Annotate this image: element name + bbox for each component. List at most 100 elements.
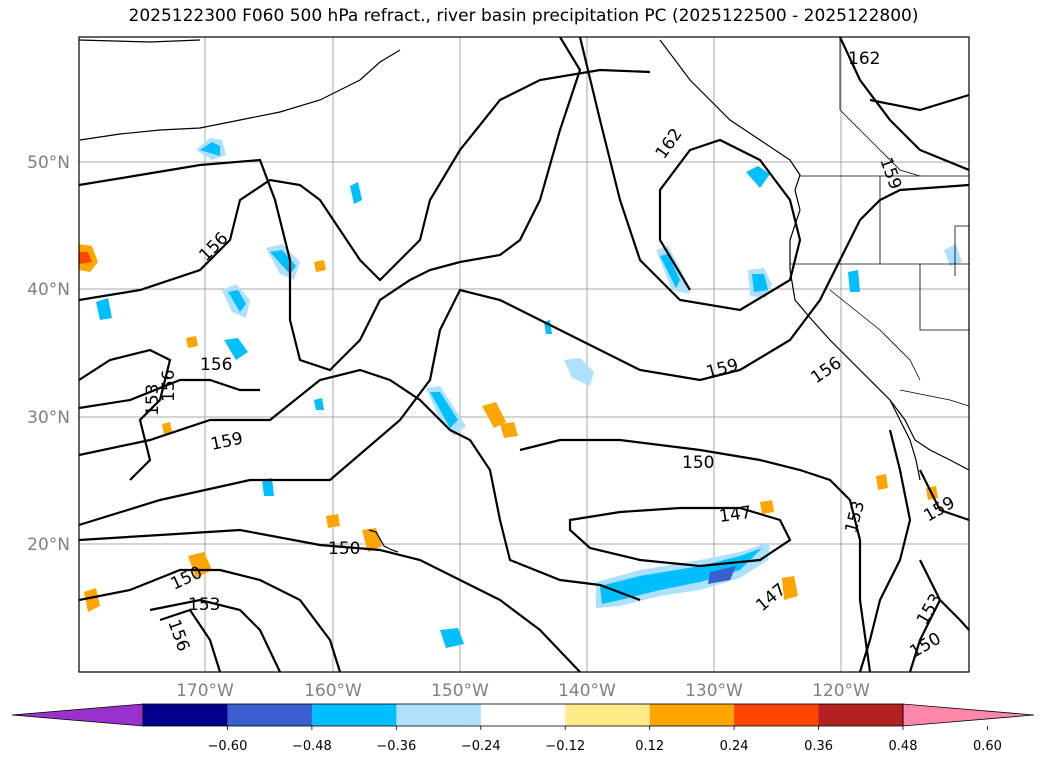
- colorbar-tick-label: −0.36: [376, 739, 416, 754]
- border-state: [954, 225, 969, 276]
- precip-patch: [944, 244, 962, 266]
- colorbar-tick-label: −0.24: [461, 739, 501, 754]
- precip-patch: [350, 182, 362, 204]
- precip-patch: [500, 422, 518, 438]
- contour-156b: [159, 608, 222, 672]
- precip-patch: [79, 252, 92, 264]
- political-borders: [790, 37, 969, 407]
- precip-patch: [848, 270, 860, 292]
- colorbar-tick-label: 0.24: [720, 739, 749, 754]
- border-state: [829, 289, 921, 381]
- precip-patch: [430, 392, 458, 428]
- contour-153e: [79, 348, 172, 481]
- precip-patch: [782, 576, 798, 600]
- coastline-pacific-northwest: [659, 39, 969, 471]
- precip-patch: [746, 166, 770, 188]
- colorbar-swatch: [227, 704, 313, 726]
- contour-162: [578, 37, 802, 312]
- contour-159c: [79, 183, 969, 527]
- lon-label: 160°W: [304, 681, 362, 701]
- colorbar-swatch: [396, 704, 482, 726]
- contour-150b: [79, 568, 342, 672]
- colorbar-swatch: [480, 704, 566, 726]
- contour-162b: [839, 37, 969, 172]
- contour-159e: [919, 469, 969, 522]
- colorbar-tick-label: 0.48: [889, 739, 918, 754]
- colorbar-swatch: [311, 704, 397, 726]
- colorbar: −0.60 −0.48 −0.36 −0.24 −0.12 0.12 0.24 0.36 0.4…: [11, 703, 1035, 754]
- colorbar-extend-high: [902, 703, 1035, 727]
- lat-labels: 50°N 40°N 30°N 20°N: [27, 153, 70, 555]
- contour-label: 147: [718, 503, 753, 527]
- precip-patch: [326, 514, 340, 528]
- contour-label: 162: [848, 49, 880, 69]
- colorbar-tick-label: 0.36: [804, 739, 833, 754]
- contour-147: [568, 506, 792, 568]
- colorbar-extend-low: [11, 703, 144, 727]
- contour-159b: [79, 368, 641, 602]
- precip-patch: [186, 336, 198, 348]
- contour-lines: [79, 37, 969, 672]
- colorbar-tick-label: 0.60: [973, 739, 1002, 754]
- precip-patch: [482, 402, 506, 428]
- chart-title: 2025122300 F060 500 hPa refract., river …: [128, 6, 919, 26]
- contour-153: [79, 378, 260, 410]
- lat-label: 50°N: [27, 153, 70, 173]
- precip-patch: [440, 628, 464, 648]
- colorbar-tick-label: −0.12: [545, 739, 585, 754]
- contour-label-group: 162 162 159 156 156 153 156 159 159 156 …: [143, 49, 959, 662]
- lon-labels: 170°W 160°W 150°W 140°W 130°W 120°W: [176, 681, 870, 701]
- colorbar-swatch: [818, 704, 904, 726]
- contour-label: 156: [200, 355, 232, 375]
- border-us-mexico: [899, 389, 969, 407]
- lon-label: 120°W: [812, 681, 870, 701]
- contour-153c: [858, 429, 912, 672]
- lon-label: 150°W: [431, 681, 489, 701]
- lon-label: 140°W: [558, 681, 616, 701]
- colorbar-frame: [142, 703, 904, 727]
- border-state: [919, 264, 969, 331]
- coastline-hawaii: [368, 529, 399, 553]
- precip-patch: [752, 274, 768, 292]
- precip-patch: [188, 552, 212, 578]
- contour-label: 153: [188, 595, 220, 615]
- lon-label: 130°W: [685, 681, 743, 701]
- contour-159: [79, 68, 651, 302]
- contour-153d: [908, 559, 942, 672]
- precip-patch: [262, 478, 274, 496]
- lat-label: 40°N: [27, 280, 70, 300]
- lon-label: 170°W: [176, 681, 234, 701]
- colorbar-swatch: [565, 704, 651, 726]
- coastline-aleutians: [79, 49, 401, 141]
- precip-patch: [876, 474, 888, 490]
- contour-153b: [149, 598, 281, 672]
- coastline-baja: [889, 399, 921, 481]
- precip-patch: [708, 566, 736, 584]
- coastline-alaska: [79, 39, 201, 43]
- lat-label: 30°N: [27, 408, 70, 428]
- contour-label: 150: [328, 539, 360, 559]
- precip-shading: [79, 138, 962, 648]
- contour-label: 150: [682, 453, 714, 473]
- colorbar-swatch: [143, 704, 228, 726]
- contour-label: 156: [159, 370, 179, 402]
- precip-patch: [564, 358, 594, 386]
- precip-patch: [600, 548, 762, 604]
- colorbar-tick-label: −0.60: [208, 739, 248, 754]
- coastlines: [79, 39, 969, 553]
- precip-patch: [660, 254, 680, 288]
- precip-patch: [228, 290, 246, 312]
- lat-label: 20°N: [27, 535, 70, 555]
- contour-150c: [519, 438, 872, 672]
- contour-label: 153: [143, 384, 163, 416]
- colorbar-swatch: [649, 704, 735, 726]
- precip-patch: [314, 398, 324, 410]
- precip-patch: [760, 500, 774, 514]
- precip-patch: [84, 588, 100, 612]
- precip-patch: [224, 338, 248, 360]
- precip-patch: [162, 422, 172, 434]
- colorbar-tick-label: 0.12: [635, 739, 664, 754]
- map-frame: [78, 36, 970, 673]
- colorbar-tick-label: −0.48: [292, 739, 332, 754]
